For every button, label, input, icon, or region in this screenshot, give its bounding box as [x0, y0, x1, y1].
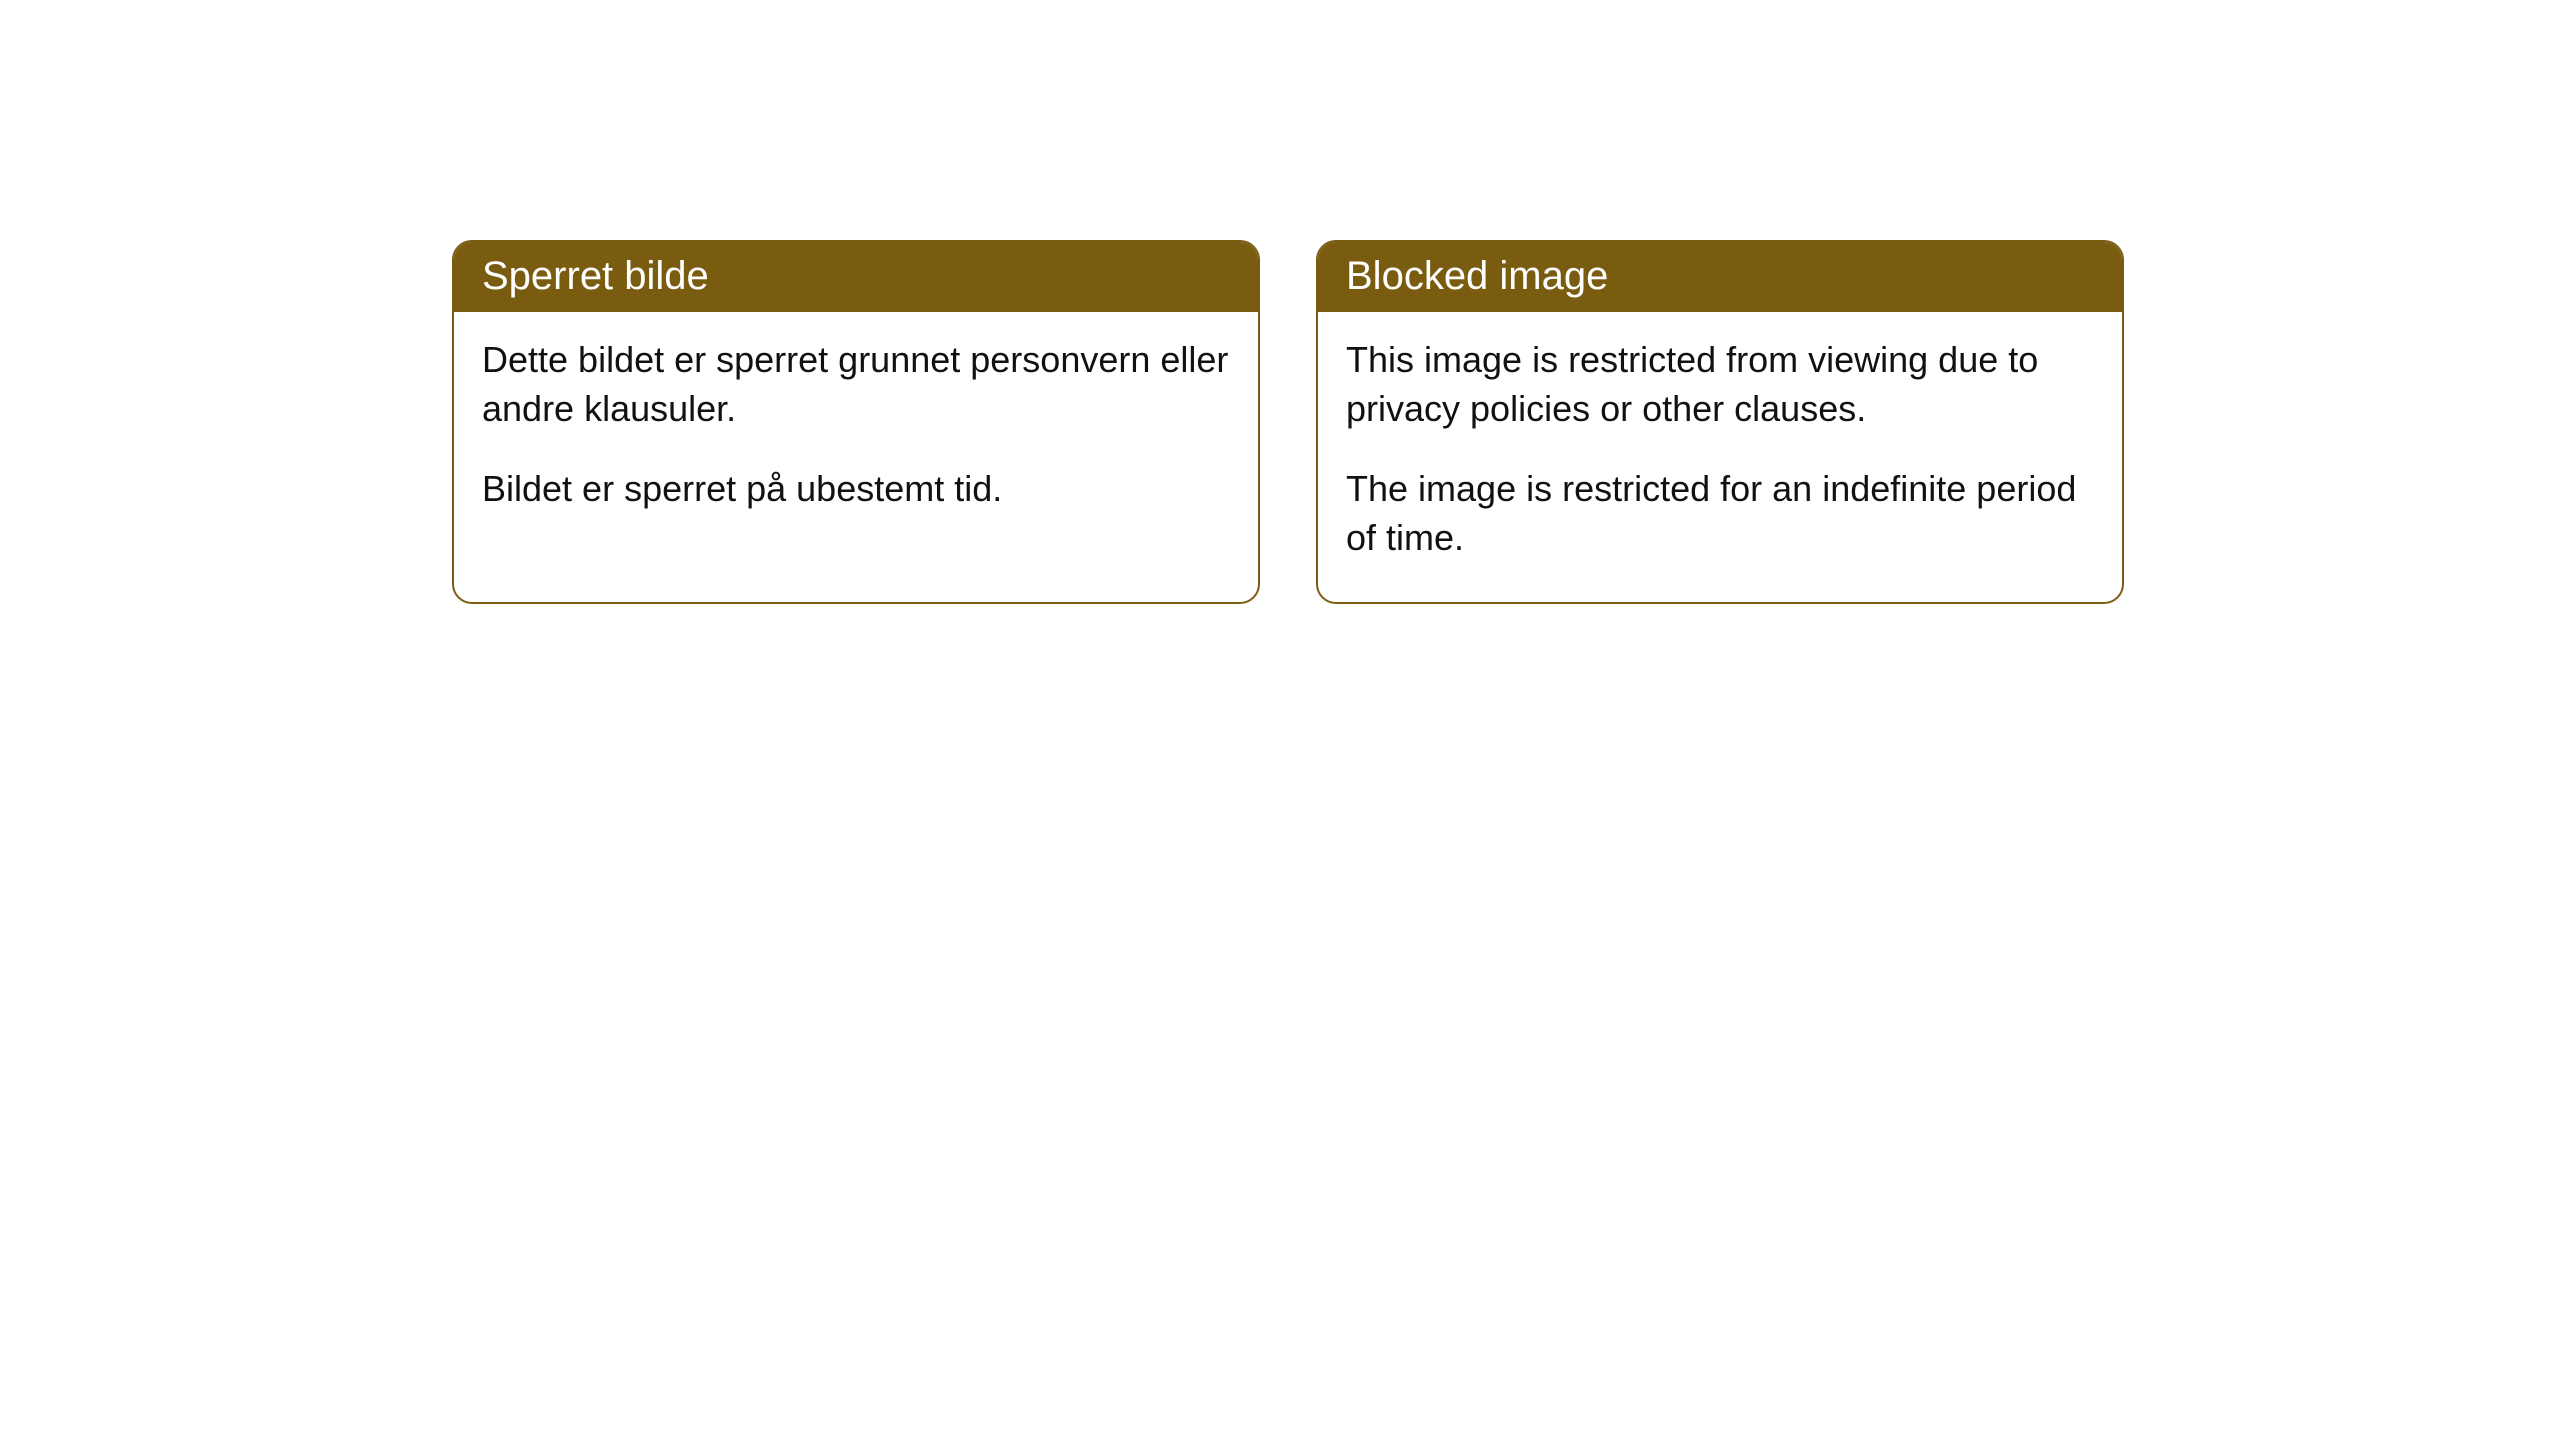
card-paragraph: This image is restricted from viewing du…	[1346, 336, 2094, 433]
card-body: Dette bildet er sperret grunnet personve…	[454, 312, 1258, 554]
card-header: Sperret bilde	[454, 242, 1258, 312]
card-paragraph: Bildet er sperret på ubestemt tid.	[482, 465, 1230, 514]
cards-container: Sperret bilde Dette bildet er sperret gr…	[452, 240, 2124, 604]
card-title: Blocked image	[1346, 254, 1608, 298]
card-paragraph: Dette bildet er sperret grunnet personve…	[482, 336, 1230, 433]
card-paragraph: The image is restricted for an indefinit…	[1346, 465, 2094, 562]
card-body: This image is restricted from viewing du…	[1318, 312, 2122, 602]
card-header: Blocked image	[1318, 242, 2122, 312]
card-title: Sperret bilde	[482, 254, 709, 298]
card-english: Blocked image This image is restricted f…	[1316, 240, 2124, 604]
card-norwegian: Sperret bilde Dette bildet er sperret gr…	[452, 240, 1260, 604]
